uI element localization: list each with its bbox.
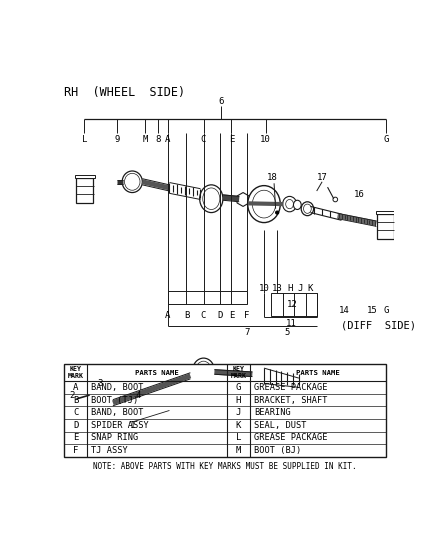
Text: E: E [73,433,78,442]
Ellipse shape [122,171,142,192]
Polygon shape [237,192,249,206]
Text: BAND, BOOT: BAND, BOOT [91,383,144,392]
Text: 8: 8 [155,135,160,144]
Text: B: B [73,395,78,405]
Text: 9: 9 [114,135,120,144]
Text: 4: 4 [136,391,141,400]
Text: 13: 13 [272,284,283,293]
Text: F: F [244,311,250,320]
Text: NOTE: ABOVE PARTS WITH KEY MARKS MUST BE SUPPLIED IN KIT.: NOTE: ABOVE PARTS WITH KEY MARKS MUST BE… [93,462,357,471]
Text: KEY
MARK: KEY MARK [230,366,247,379]
Polygon shape [376,211,396,214]
Text: GREASE PACKAGE: GREASE PACKAGE [254,433,328,442]
Ellipse shape [193,358,214,383]
Text: G: G [236,383,241,392]
Circle shape [93,395,101,403]
Text: A: A [73,383,78,392]
Text: C: C [201,311,206,320]
Text: M: M [143,135,148,144]
Ellipse shape [293,200,301,209]
Text: A: A [165,135,170,144]
Text: 15: 15 [367,306,378,315]
Text: F: F [73,446,78,455]
Text: 18: 18 [266,173,277,182]
Text: M: M [236,446,241,455]
Text: 17: 17 [317,173,328,182]
Bar [271,293,318,316]
Text: 5: 5 [285,328,290,337]
Text: G: G [384,306,389,315]
Text: KEY
MARK: KEY MARK [68,366,84,379]
Text: B: B [184,311,189,320]
Bar [377,214,394,239]
Text: 10: 10 [258,284,269,293]
Text: J: J [236,408,241,417]
Text: E: E [229,135,234,144]
Text: L: L [236,433,241,442]
Text: 10: 10 [260,135,271,144]
Text: SEAL, DUST: SEAL, DUST [254,421,307,430]
Text: SNAP RING: SNAP RING [91,433,138,442]
Text: BRACKET, SHAFT: BRACKET, SHAFT [254,395,328,405]
Text: TJ ASSY: TJ ASSY [91,446,128,455]
Text: E: E [229,311,234,320]
Circle shape [276,211,279,214]
Text: 16: 16 [354,190,365,199]
Ellipse shape [283,196,297,212]
Polygon shape [254,365,271,384]
Text: A: A [165,311,170,320]
Polygon shape [75,175,95,178]
Bar [64,364,386,457]
Text: H: H [236,395,241,405]
Text: BOOT (TJ): BOOT (TJ) [91,395,138,405]
Text: GREASE PACKAGE: GREASE PACKAGE [254,383,328,392]
Text: K: K [307,284,312,293]
Text: RH  (WHEEL  SIDE): RH (WHEEL SIDE) [64,85,185,99]
Text: C: C [73,408,78,417]
Text: SPIDER ASSY: SPIDER ASSY [91,421,149,430]
Bar [77,178,93,203]
Text: 7: 7 [244,328,250,337]
Text: G: G [384,135,389,144]
Text: C: C [201,135,206,144]
Text: BEARING: BEARING [254,408,291,417]
Ellipse shape [248,185,280,223]
Text: PARTS NAME: PARTS NAME [297,370,340,376]
Text: BOOT (BJ): BOOT (BJ) [254,446,301,455]
Text: 1: 1 [130,422,135,430]
Text: 6: 6 [219,97,224,106]
Text: H: H [287,284,292,293]
Ellipse shape [200,185,223,213]
Text: D: D [217,311,223,320]
Text: 2: 2 [69,391,74,400]
Ellipse shape [301,202,314,216]
Text: D: D [73,421,78,430]
Ellipse shape [295,370,318,397]
Text: (DIFF  SIDE): (DIFF SIDE) [342,321,417,331]
Text: BAND, BOOT: BAND, BOOT [91,408,144,417]
Text: 3: 3 [97,379,102,388]
Text: 11: 11 [286,319,297,328]
Text: K: K [236,421,241,430]
Text: L: L [81,135,87,144]
Text: J: J [297,284,302,293]
Text: 12: 12 [287,300,298,309]
Text: 14: 14 [339,306,350,315]
Text: PARTS NAME: PARTS NAME [135,370,179,376]
